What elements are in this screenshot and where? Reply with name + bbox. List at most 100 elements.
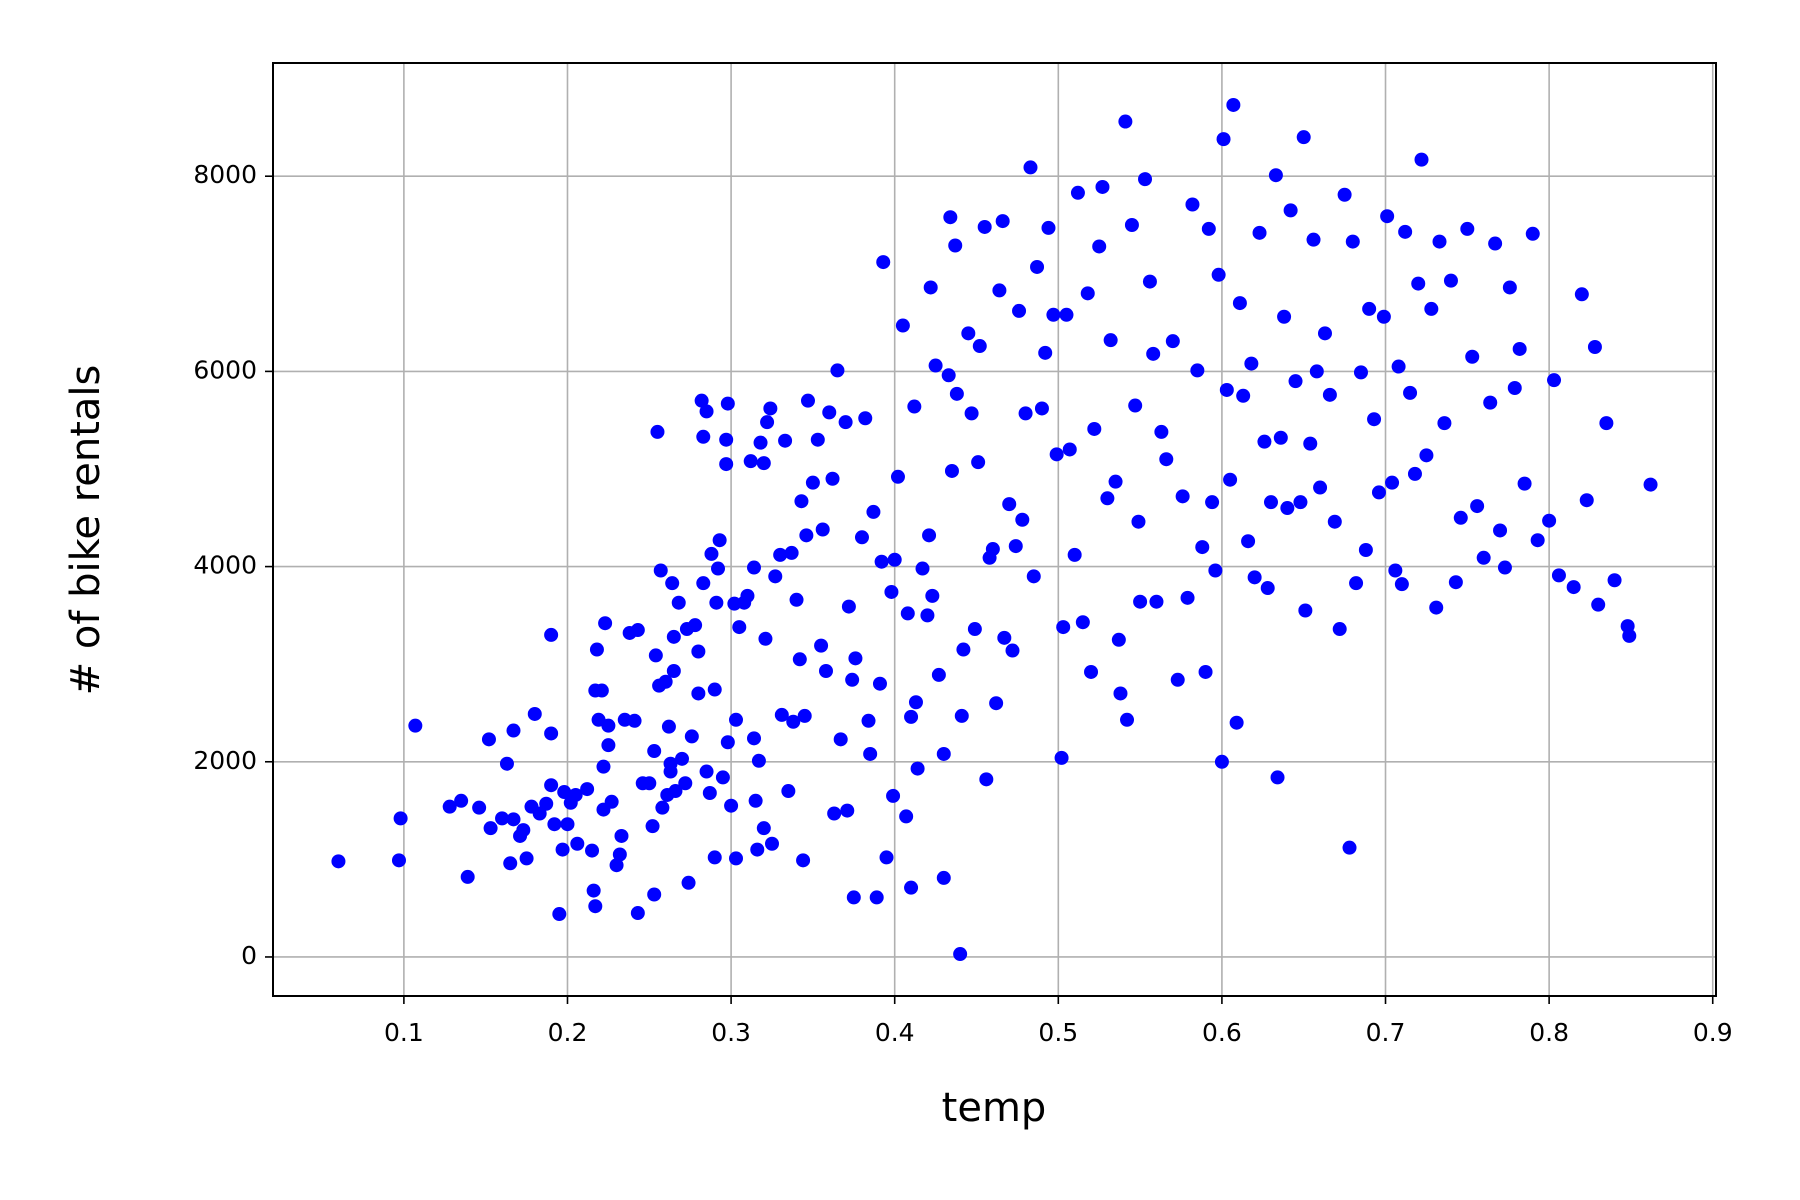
point — [688, 618, 703, 633]
point — [1257, 434, 1272, 449]
point — [890, 469, 905, 484]
point — [796, 853, 811, 868]
point — [1038, 345, 1053, 360]
point — [1108, 474, 1123, 489]
point — [854, 530, 869, 545]
point — [1190, 363, 1205, 378]
point — [750, 842, 765, 857]
point — [833, 732, 848, 747]
point — [1337, 187, 1352, 202]
point — [729, 712, 744, 727]
point — [781, 784, 796, 799]
point — [655, 800, 670, 815]
point — [1342, 840, 1357, 855]
point — [544, 627, 559, 642]
y-tick-label: 4000 — [193, 551, 257, 580]
point — [604, 794, 619, 809]
points — [331, 97, 1658, 962]
point — [1252, 225, 1267, 240]
point — [1142, 274, 1157, 289]
point — [1095, 179, 1110, 194]
point — [1138, 172, 1153, 187]
point — [503, 856, 518, 871]
point — [1298, 603, 1313, 618]
point — [729, 851, 744, 866]
point — [1465, 349, 1480, 364]
point — [931, 667, 946, 682]
point — [922, 528, 937, 543]
point — [691, 644, 706, 659]
point — [694, 393, 709, 408]
point — [544, 778, 559, 793]
point — [1622, 628, 1637, 643]
point — [949, 386, 964, 401]
point — [627, 713, 642, 728]
point — [792, 652, 807, 667]
x-tick-label: 0.5 — [1038, 1018, 1078, 1047]
point — [1309, 364, 1324, 379]
point — [1087, 421, 1102, 436]
point — [1317, 326, 1332, 341]
point — [961, 326, 976, 341]
point — [1092, 239, 1107, 254]
point — [557, 785, 572, 800]
point — [925, 588, 940, 603]
point — [1643, 477, 1658, 492]
x-tick-label: 0.7 — [1366, 1018, 1406, 1047]
point — [460, 869, 475, 884]
point — [648, 648, 663, 663]
point — [671, 595, 686, 610]
ticks: 0.1 0.2 0.3 0.4 0.5 0.6 0.7 0.8 0.9 0 2000 4000 6000… — [193, 160, 1732, 1047]
point — [650, 424, 665, 439]
point — [1488, 236, 1503, 251]
point — [1424, 301, 1439, 316]
point — [743, 454, 758, 469]
point — [904, 880, 919, 895]
point — [756, 821, 771, 836]
point — [1120, 712, 1135, 727]
point — [707, 682, 722, 697]
point — [866, 504, 881, 519]
point — [1542, 513, 1557, 528]
x-tick-label: 0.1 — [384, 1018, 424, 1047]
point — [997, 630, 1012, 645]
point — [589, 642, 604, 657]
point — [748, 793, 763, 808]
point — [645, 819, 660, 834]
point — [1385, 475, 1400, 490]
point — [1062, 442, 1077, 457]
point — [1398, 224, 1413, 239]
x-tick-label: 0.8 — [1529, 1018, 1569, 1047]
point — [818, 664, 833, 679]
point — [696, 576, 711, 591]
point — [805, 475, 820, 490]
point — [516, 823, 531, 838]
point — [971, 455, 986, 470]
point — [1376, 309, 1391, 324]
point — [1260, 581, 1275, 596]
point — [1023, 160, 1038, 175]
x-tick-label: 0.2 — [548, 1018, 588, 1047]
point — [1432, 234, 1447, 249]
point — [895, 318, 910, 333]
point — [1497, 560, 1512, 575]
point — [758, 631, 773, 646]
point — [1124, 218, 1139, 233]
point — [1030, 259, 1045, 274]
point — [1277, 309, 1292, 324]
point — [797, 708, 812, 723]
point — [760, 415, 775, 430]
point — [841, 599, 856, 614]
point — [815, 522, 830, 537]
point — [846, 890, 861, 905]
point — [1367, 412, 1382, 427]
point — [614, 828, 629, 843]
point — [1154, 424, 1169, 439]
point — [684, 729, 699, 744]
point — [666, 664, 681, 679]
point — [1268, 168, 1283, 183]
point — [1180, 590, 1195, 605]
point — [630, 906, 645, 921]
point — [810, 432, 825, 447]
point — [907, 399, 922, 414]
